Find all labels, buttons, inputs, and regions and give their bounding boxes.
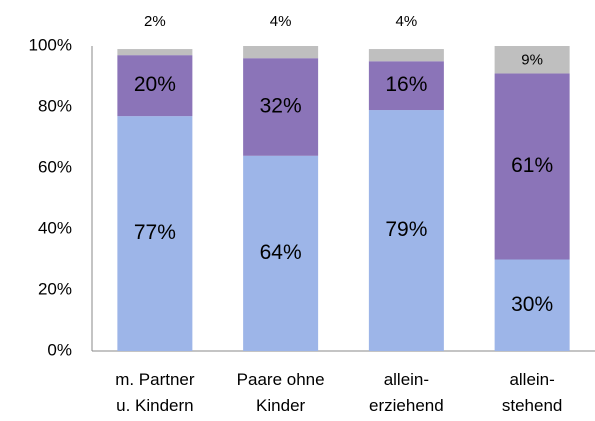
data-label: 77% — [134, 221, 176, 244]
bar-segment — [243, 46, 319, 59]
y-tick-label: 80% — [38, 96, 72, 115]
bar-segment — [368, 61, 444, 111]
bar-segment — [368, 49, 444, 62]
bar-segment — [117, 55, 193, 117]
x-tick-label: allein-erziehend — [369, 370, 444, 415]
y-tick-label: 100% — [29, 35, 72, 54]
y-tick-label: 60% — [38, 157, 72, 176]
bar-segment — [243, 155, 319, 351]
data-label: 4% — [396, 13, 418, 30]
bar-segment — [117, 116, 193, 352]
bar-segment — [494, 73, 570, 260]
x-tick-label: m. Partner u. Kindern — [115, 370, 195, 415]
data-label: 79% — [385, 218, 427, 241]
data-label: 32% — [260, 95, 302, 118]
y-tick-label: 40% — [38, 218, 72, 237]
data-label: 30% — [511, 293, 553, 316]
bar-segment — [117, 49, 193, 56]
bar-segment — [494, 46, 570, 74]
x-tick-label: allein-stehend — [502, 370, 563, 415]
data-label: 9% — [521, 52, 543, 69]
bar-segment — [243, 58, 319, 156]
y-tick-label: 0% — [47, 340, 72, 359]
y-tick-label: 20% — [38, 279, 72, 298]
data-label: 20% — [134, 73, 176, 96]
data-label: 2% — [144, 13, 166, 30]
data-label: 4% — [270, 13, 292, 30]
data-label: 61% — [511, 154, 553, 177]
data-label: 64% — [260, 241, 302, 264]
bar-segment — [494, 259, 570, 351]
x-tick-label: Paare ohne Kinder — [237, 370, 325, 415]
data-label: 16% — [385, 73, 427, 96]
bar-segment — [368, 110, 444, 351]
